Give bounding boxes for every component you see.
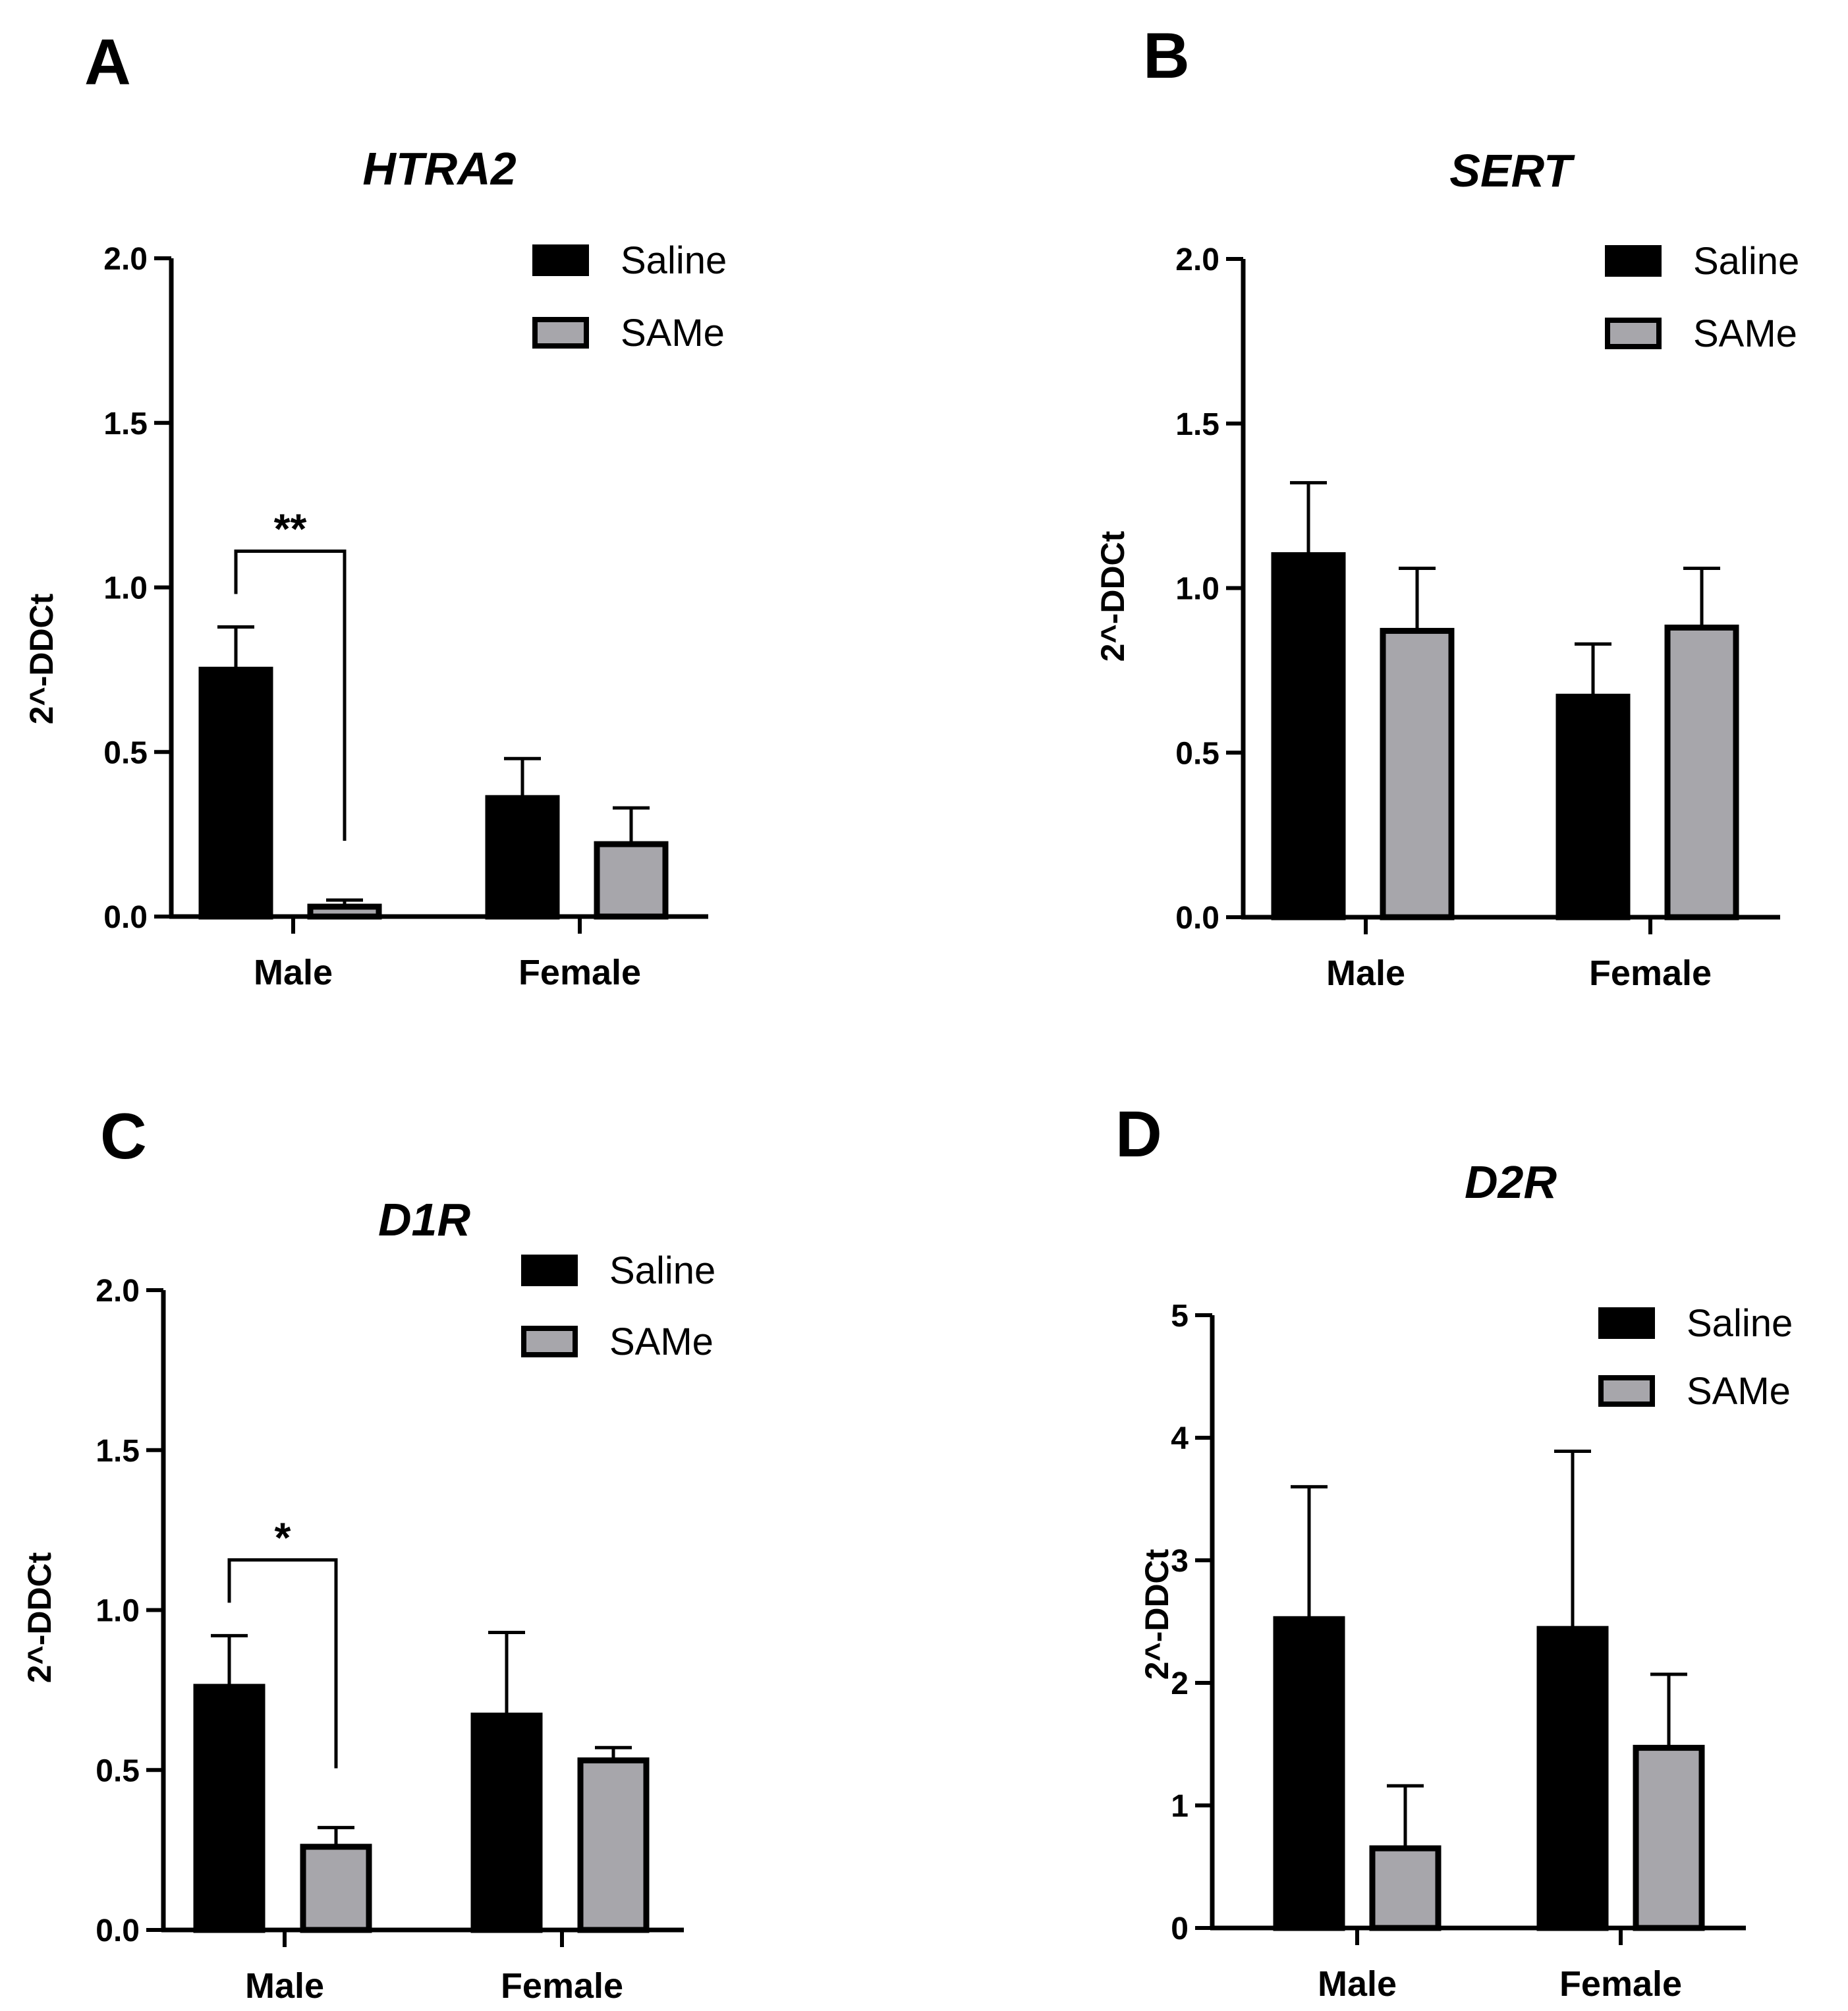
significance-label: **	[274, 505, 307, 552]
chart-title: D1R	[378, 1194, 470, 1245]
y-tick-label: 0.0	[96, 1913, 140, 1948]
bar-saline-female	[1555, 693, 1631, 921]
legend-swatch	[1605, 245, 1662, 277]
legend-label: SAMe	[621, 312, 725, 354]
bar-same-male	[1380, 627, 1455, 921]
bar-same-male	[307, 903, 382, 920]
y-tick-label: 0	[1171, 1912, 1189, 1946]
legend-label: Saline	[1693, 240, 1799, 283]
x-tick-label: Female	[501, 1966, 623, 2006]
bar-same-male	[300, 1844, 372, 1933]
panel-b: B SERT 2^-DDCt 0.0 0.5 1.0 1.5 2.0 Male Female…	[1094, 19, 1799, 993]
legend-swatch	[1598, 1375, 1655, 1407]
panel-c: C D1R 2^-DDCt 0.0 0.5 1.0 1.5 2.0 Male Female *…	[21, 1100, 715, 2006]
y-tick-label: 0.5	[103, 735, 148, 770]
y-tick-label: 1.0	[1175, 572, 1219, 607]
panel-letter: B	[1143, 19, 1190, 92]
legend-label: Saline	[609, 1249, 715, 1292]
bar-same-female	[577, 1757, 650, 1933]
x-tick-label: Female	[518, 953, 641, 992]
bar-same-female	[1664, 624, 1739, 921]
y-tick-label: 4	[1171, 1421, 1189, 1456]
y-tick-label: 5	[1171, 1299, 1189, 1334]
y-tick-label: 1.0	[103, 571, 148, 606]
y-tick-label: 0.5	[1175, 736, 1219, 771]
chart-title: SERT	[1449, 145, 1575, 196]
x-tick-label: Female	[1589, 953, 1712, 993]
y-tick-label: 2	[1171, 1666, 1189, 1701]
y-tick-label: 1	[1171, 1789, 1189, 1824]
y-tick-label: 1.5	[1175, 407, 1219, 442]
y-tick-label: 3	[1171, 1544, 1189, 1579]
panel-letter: A	[84, 26, 131, 98]
bar-saline-male	[198, 666, 273, 920]
panel-a: A HTRA2 2^-DDCt 0.0 0.5 1.0 1.5 2.0 Male Femal…	[23, 26, 727, 992]
panel-letter: C	[100, 1100, 147, 1172]
legend-swatch	[1605, 318, 1662, 349]
y-tick-label: 0.0	[1175, 901, 1219, 936]
legend-swatch	[532, 244, 589, 276]
y-axis-title: 2^-DDCt	[1138, 1548, 1175, 1680]
x-tick-label: Male	[254, 953, 333, 992]
legend-label: SAMe	[1687, 1370, 1791, 1413]
x-tick-label: Male	[245, 1966, 324, 2006]
panel-d: D D2R 2^-DDCt 0 1 2 3 4 5 Male Female Saline SAMe	[1115, 1098, 1793, 2004]
chart-title: D2R	[1465, 1156, 1557, 1208]
chart-title: HTRA2	[362, 143, 516, 194]
legend-label: Saline	[621, 239, 727, 282]
legend-swatch	[521, 1326, 578, 1357]
bar-saline-male	[193, 1684, 266, 1933]
y-tick-label: 2.0	[1175, 242, 1219, 277]
y-tick-label: 2.0	[103, 242, 148, 277]
y-tick-label: 1.5	[103, 407, 148, 441]
bar-saline-female	[1536, 1626, 1609, 1931]
y-axis-title: 2^-DDCt	[21, 1552, 58, 1683]
y-axis-title: 2^-DDCt	[23, 593, 60, 724]
x-tick-label: Male	[1318, 1964, 1397, 2004]
legend-swatch	[532, 317, 589, 349]
significance-label: *	[275, 1514, 291, 1561]
y-tick-label: 2.0	[96, 1274, 140, 1309]
significance-bracket	[227, 1558, 338, 1769]
legend-label: Saline	[1687, 1302, 1793, 1345]
bar-saline-female	[470, 1713, 543, 1933]
bar-saline-male	[1271, 552, 1346, 921]
bar-same-female	[594, 841, 669, 920]
y-axis-title: 2^-DDCt	[1094, 530, 1131, 662]
x-tick-label: Male	[1326, 953, 1405, 993]
panel-letter: D	[1115, 1098, 1162, 1170]
bar-saline-male	[1273, 1616, 1345, 1931]
y-tick-label: 0.5	[96, 1753, 140, 1788]
x-tick-label: Female	[1559, 1964, 1682, 2004]
legend-swatch	[521, 1255, 578, 1286]
y-tick-label: 1.5	[96, 1434, 140, 1469]
y-tick-label: 0.0	[103, 900, 148, 935]
bar-saline-female	[485, 795, 560, 920]
legend-label: SAMe	[609, 1320, 714, 1363]
legend-swatch	[1598, 1307, 1655, 1339]
legend-label: SAMe	[1693, 312, 1797, 355]
bar-same-female	[1633, 1745, 1705, 1931]
bar-same-male	[1369, 1845, 1442, 1931]
y-tick-label: 1.0	[96, 1594, 140, 1629]
significance-bracket	[234, 549, 347, 841]
